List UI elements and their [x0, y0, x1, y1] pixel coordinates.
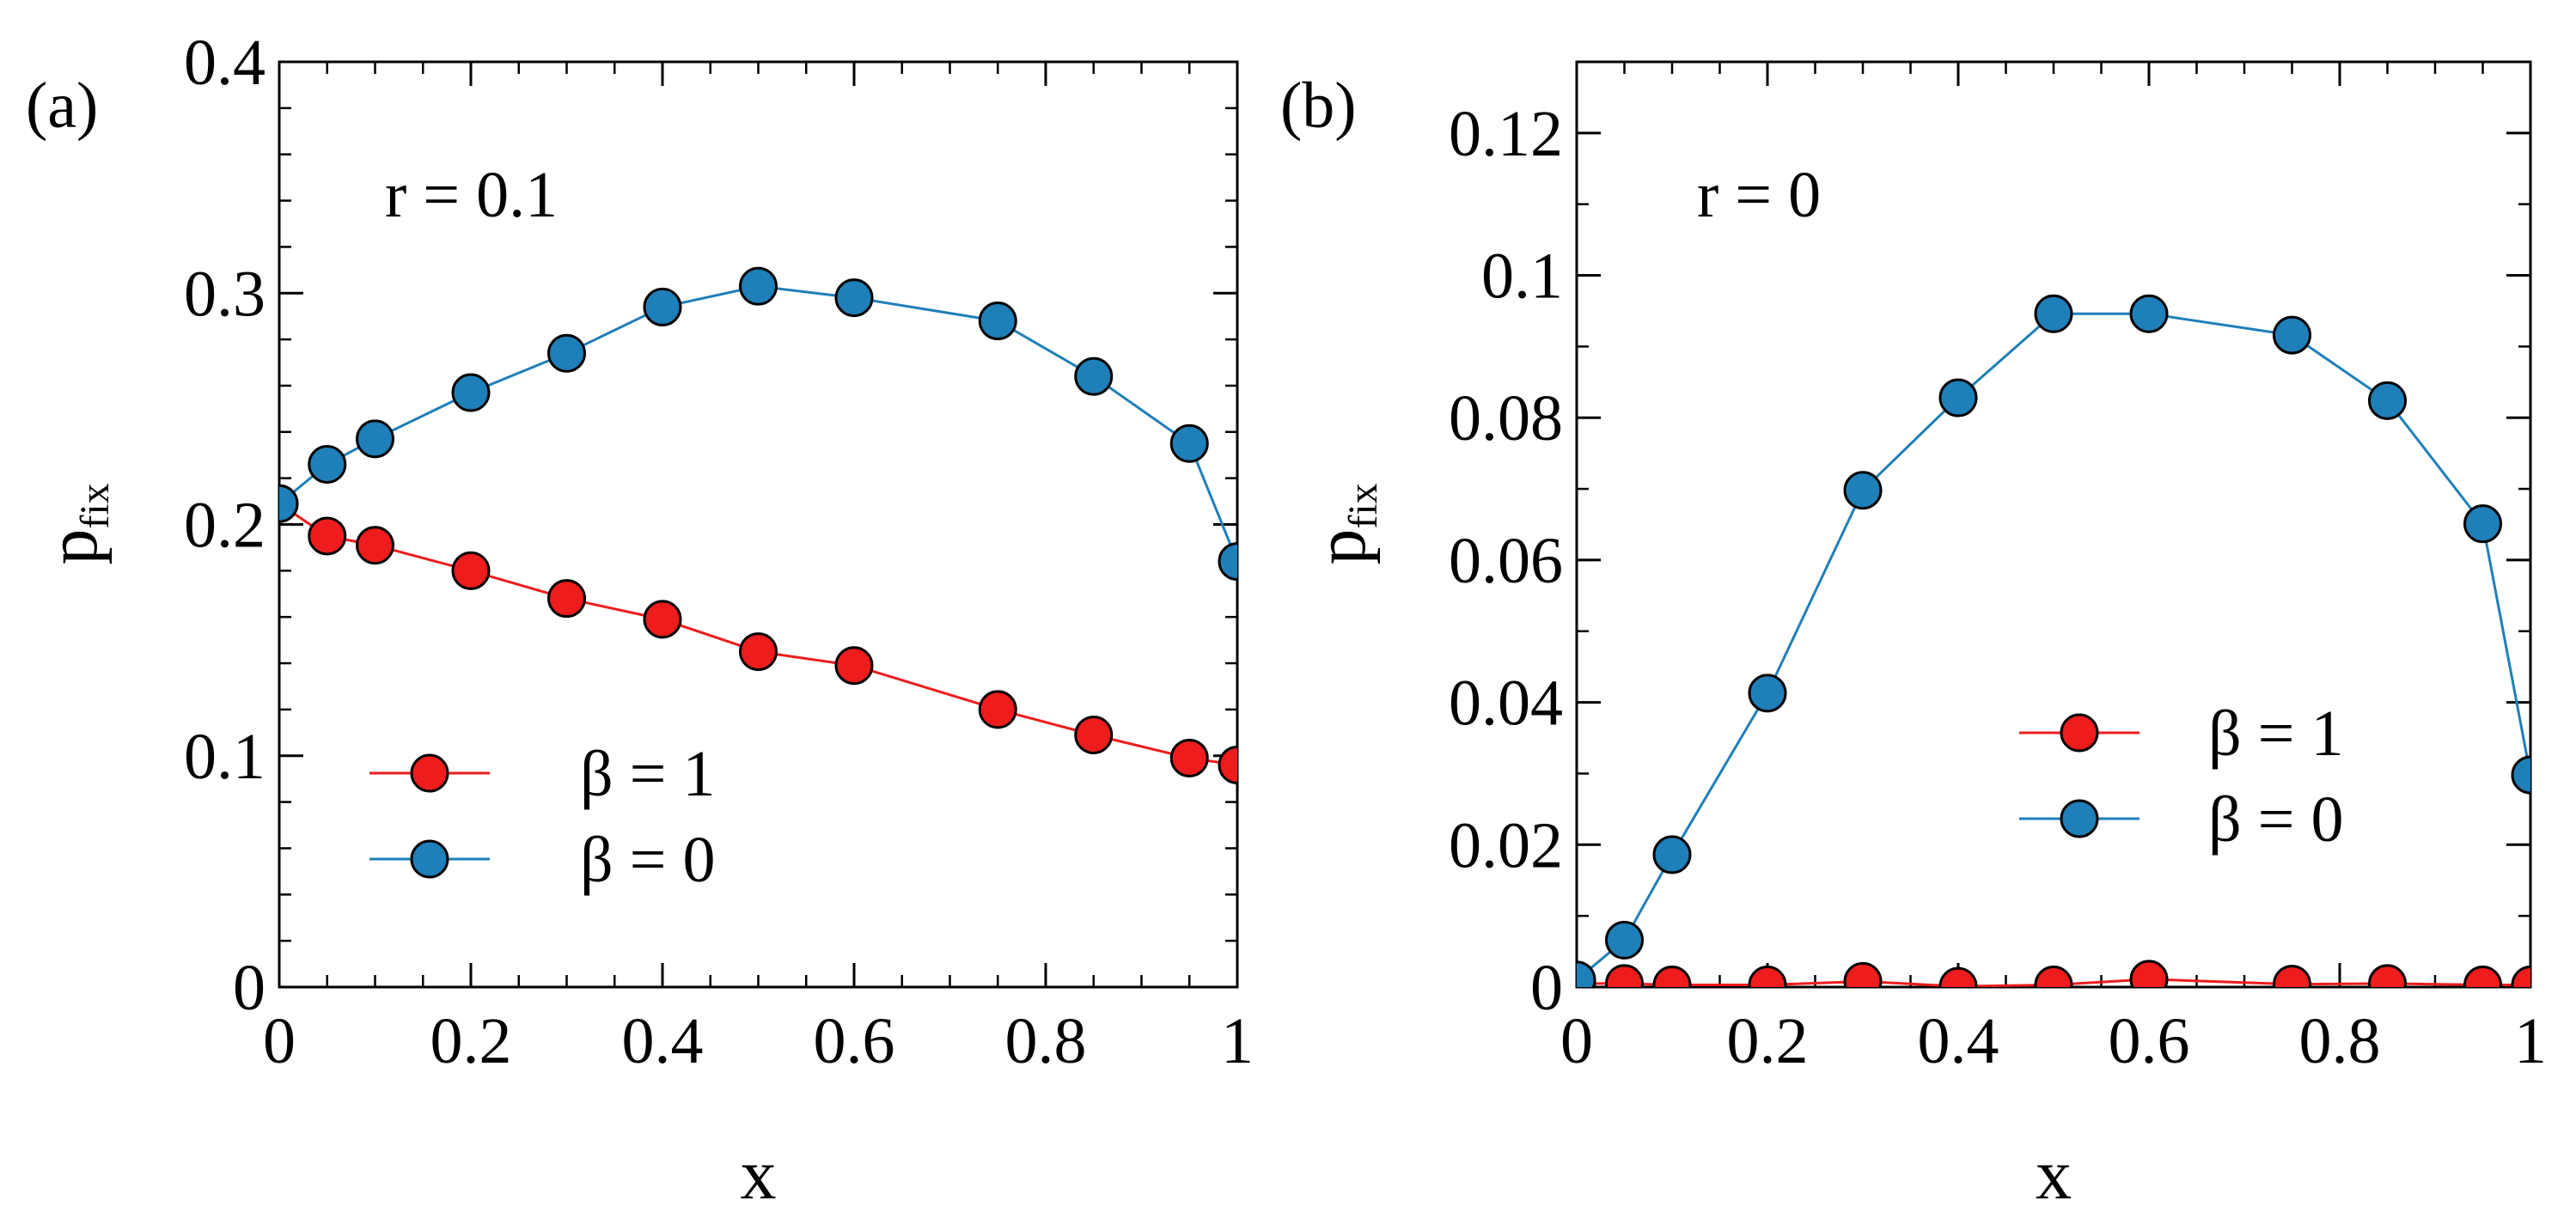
data-point [978, 302, 1017, 341]
data-point [308, 444, 347, 484]
data-point [2463, 504, 2502, 544]
data-point [643, 600, 682, 639]
y-axis-title: pfix [33, 483, 118, 564]
data-point [1938, 378, 1978, 418]
data-point [2034, 966, 2073, 987]
data-point [643, 287, 682, 326]
data-point [1074, 357, 1114, 396]
x-tick-label: 1 [1221, 1005, 1254, 1077]
y-tick-label: 0.4 [184, 27, 266, 99]
data-point [1218, 746, 1237, 785]
data-point [2368, 381, 2407, 420]
data-point [834, 278, 874, 318]
y-tick-label: 0.12 [1449, 98, 1563, 170]
data-point [1843, 471, 1883, 510]
legend-marker [410, 839, 449, 879]
data-point [1605, 920, 1644, 960]
x-tick-label: 1 [2514, 1005, 2547, 1077]
data-point [279, 484, 299, 523]
data-point [1169, 738, 1209, 777]
y-axis-title-subscript: fix [72, 483, 118, 528]
plot-area [279, 266, 1237, 785]
y-tick-label: 0.3 [184, 258, 266, 330]
data-point [1652, 966, 1692, 987]
data-point [834, 646, 874, 686]
data-point [2273, 965, 2311, 987]
y-tick-label: 0 [1530, 952, 1563, 1024]
legend-label: β = 0 [2208, 783, 2344, 856]
data-point [2129, 294, 2169, 333]
panel-label: (a) [26, 70, 98, 142]
y-tick-label: 0.06 [1449, 525, 1563, 597]
panel-label: (b) [1280, 70, 1357, 142]
data-point [2511, 755, 2530, 795]
data-point [1577, 960, 1596, 987]
data-point [2463, 966, 2502, 987]
data-point [356, 526, 394, 565]
series-line [279, 284, 1237, 563]
data-point [451, 373, 491, 412]
legend-marker [410, 753, 449, 793]
panel-b: 0 0.2 0.4 0.6 0.8 1 0 0.02 0.04 0.06 0.08 0.1 0.12 x p… [1280, 60, 2547, 1215]
plot-area [1577, 294, 2530, 987]
y-axis-title-subscript: fix [1340, 483, 1386, 528]
data-point [308, 516, 347, 556]
data-point [356, 419, 394, 459]
data-point [2034, 294, 2073, 333]
data-point [1074, 716, 1114, 755]
x-tick-label: 0.8 [1005, 1005, 1087, 1077]
panel-a: 0 0.2 0.4 0.6 0.8 1 0 0.1 0.2 0.3 0.4 x pfix (a) r = 0… [26, 27, 1254, 1215]
y-tick-label: 0.02 [1449, 809, 1563, 881]
legend-marker [2060, 799, 2099, 838]
x-tick-label: 0.8 [2299, 1005, 2381, 1077]
y-axis-title: pfix [1301, 483, 1386, 564]
legend-marker [2060, 713, 2099, 753]
x-tick-label: 0.4 [1918, 1005, 1999, 1077]
legend-label: β = 1 [2208, 698, 2344, 770]
y-axis-title-main: p [1301, 529, 1381, 565]
data-point [2368, 964, 2407, 987]
data-point [1748, 673, 1787, 713]
data-point [547, 333, 586, 373]
y-tick-label: 0.1 [1481, 241, 1563, 313]
x-tick-label: 0 [263, 1005, 296, 1077]
parameter-annotation: r = 0.1 [385, 159, 558, 231]
data-point [1605, 964, 1644, 987]
data-point [2129, 960, 2169, 987]
data-point [1938, 966, 1978, 987]
data-point [978, 690, 1017, 729]
data-point [2511, 966, 2530, 987]
data-point [1169, 424, 1209, 463]
x-tick-label: 0.6 [2109, 1005, 2190, 1077]
data-point [739, 632, 778, 672]
x-axis-title: x [741, 1135, 777, 1215]
x-tick-label: 0.4 [622, 1005, 704, 1077]
x-axis-title: x [2036, 1135, 2072, 1215]
data-point [1843, 961, 1883, 987]
y-tick-label: 0.1 [184, 721, 266, 793]
legend-label: β = 1 [580, 738, 716, 810]
y-tick-label: 0 [233, 952, 266, 1024]
parameter-annotation: r = 0 [1697, 159, 1821, 231]
x-tick-label: 0 [1560, 1005, 1593, 1077]
data-point [739, 266, 778, 306]
y-tick-label: 0.2 [184, 490, 266, 562]
x-tick-label: 0.6 [814, 1005, 895, 1077]
data-point [451, 551, 491, 590]
data-point [1218, 542, 1237, 582]
y-axis-title-main: p [33, 529, 113, 565]
legend-label: β = 0 [580, 824, 716, 896]
x-tick-label: 0.2 [430, 1005, 512, 1077]
data-point [547, 579, 586, 619]
x-tick-label: 0.2 [1727, 1005, 1809, 1077]
data-point [1748, 966, 1787, 987]
y-tick-label: 0.08 [1449, 382, 1563, 454]
y-tick-label: 0.04 [1449, 667, 1563, 740]
data-point [2273, 315, 2311, 355]
data-point [1652, 835, 1692, 875]
